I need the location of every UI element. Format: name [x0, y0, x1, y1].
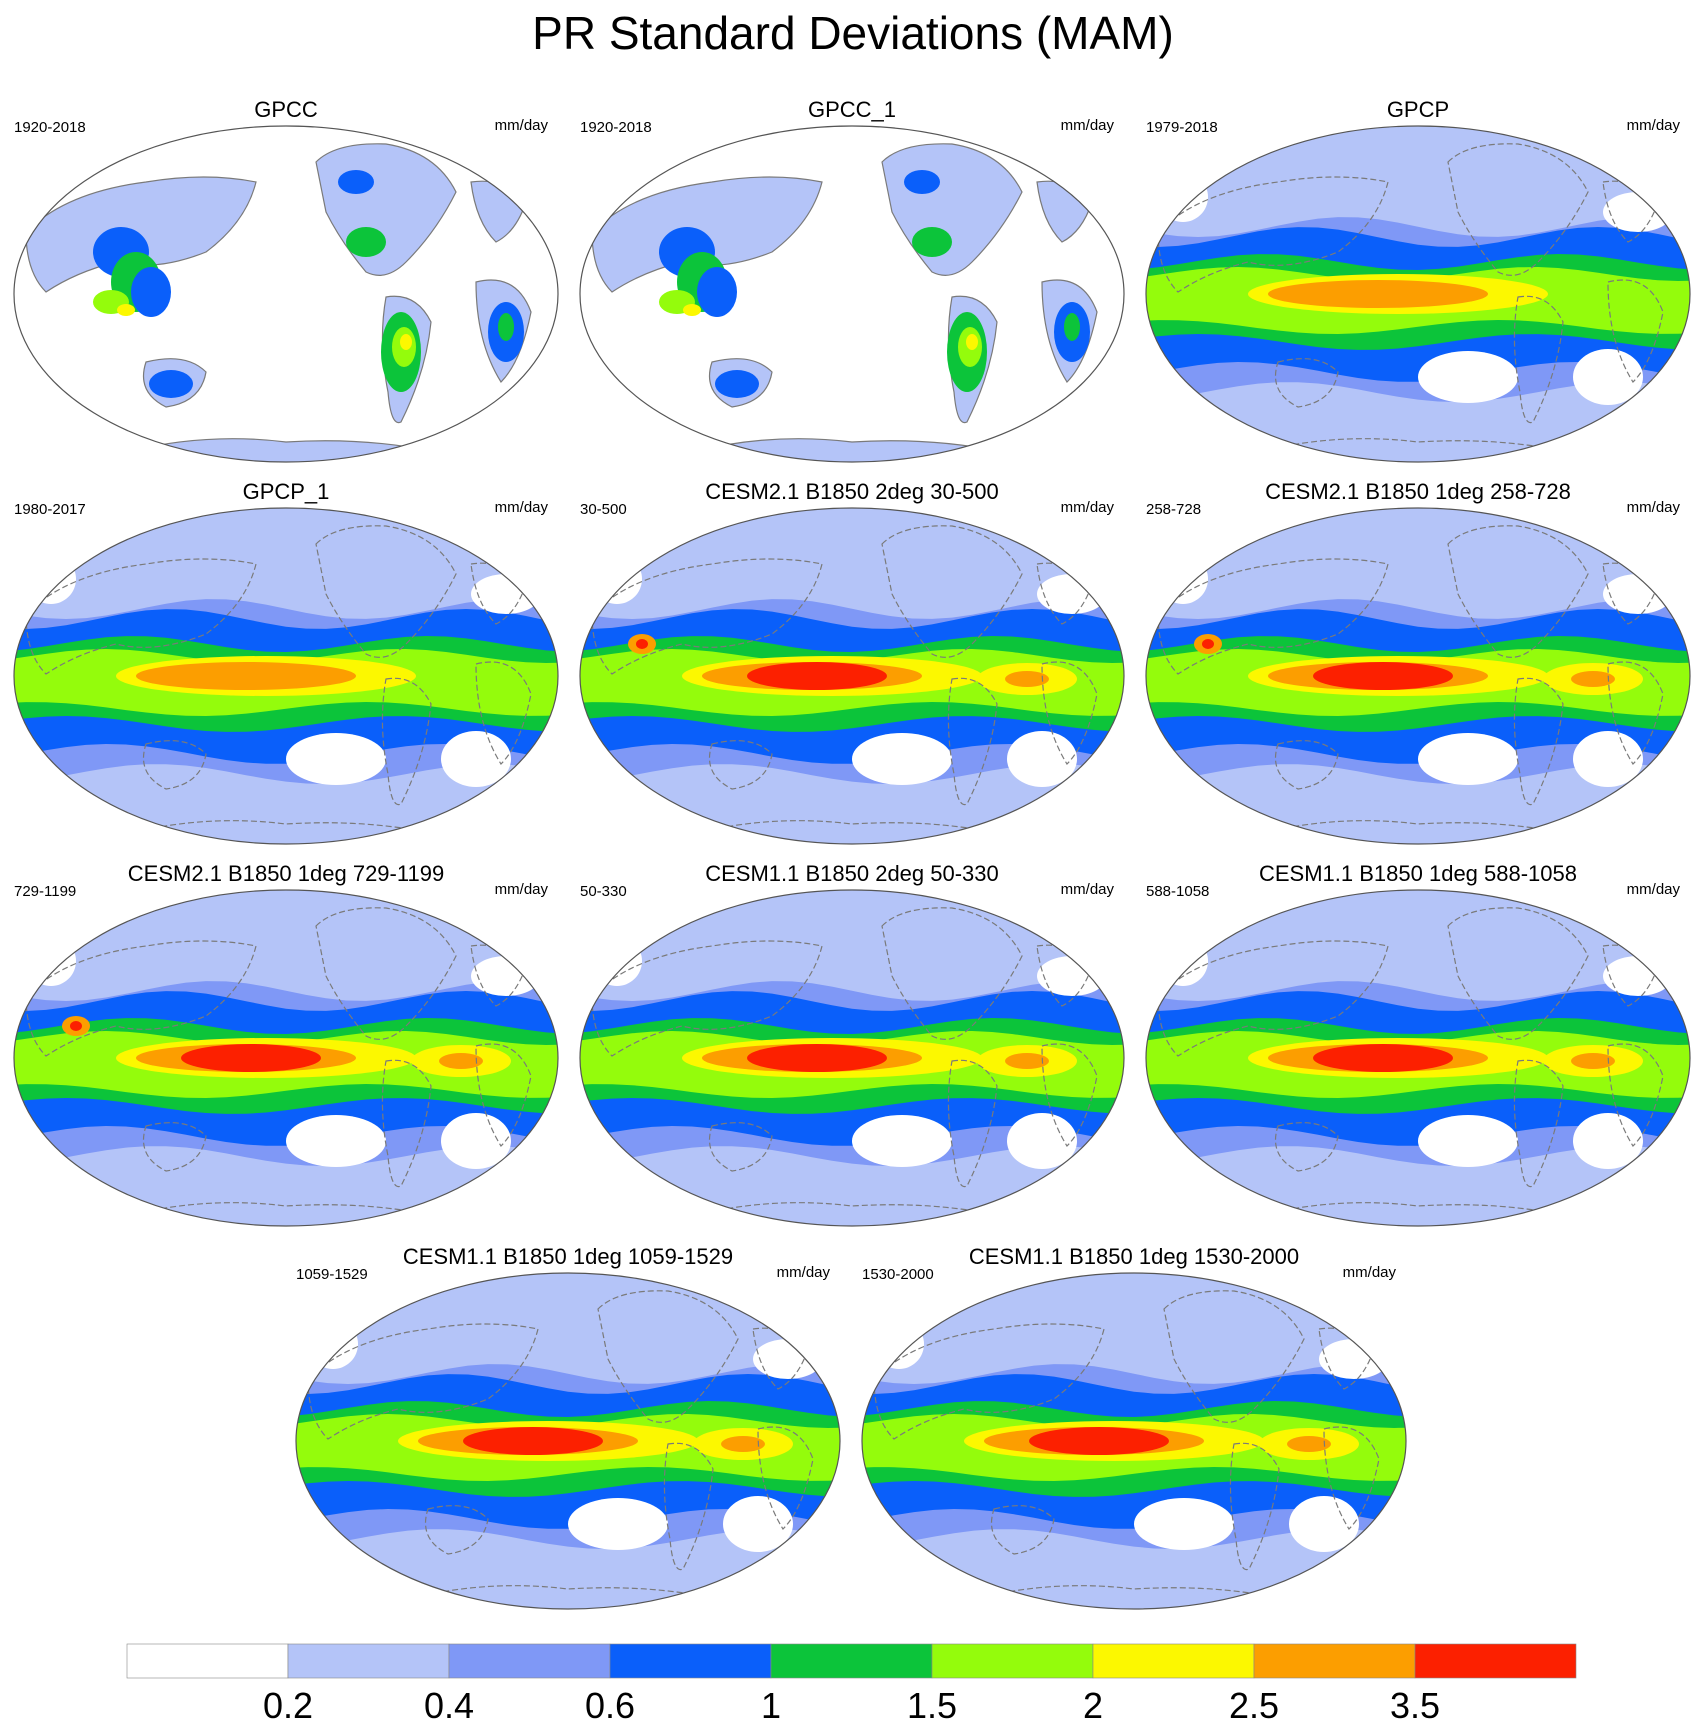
panel-title: CESM2.1 B1850 1deg 729-1199	[127, 861, 445, 886]
colorbar-label: 2	[1083, 1685, 1103, 1726]
panel-period: 258-728	[1146, 501, 1202, 518]
panel-period: 1920-2018	[14, 119, 86, 136]
panel-units: mm/day	[1342, 1264, 1396, 1281]
figure-title: PR Standard Deviations (MAM)	[532, 7, 1174, 59]
panel-title: CESM1.1 B1850 1deg 1059-1529	[402, 1244, 734, 1269]
panel-period: 1530-2000	[862, 1266, 934, 1283]
panel-title: CESM2.1 B1850 1deg 258-728	[1265, 479, 1571, 504]
panel-units: mm/day	[1626, 881, 1680, 898]
map-image	[295, 1272, 841, 1610]
colorbar-swatch	[1253, 1643, 1416, 1679]
panel-title: GPCP_1	[242, 479, 330, 504]
panel-title: CESM1.1 B1850 1deg 1530-2000	[968, 1244, 1300, 1269]
panel-title: CESM1.1 B1850 2deg 50-330	[705, 861, 999, 886]
colorbar-label: 0.4	[424, 1685, 474, 1726]
colorbar-label: 1	[761, 1685, 781, 1726]
map-panel: GPCC_1 1920-2018 mm/day	[572, 96, 1132, 476]
map-panel: CESM1.1 B1850 1deg 588-1058 588-1058 mm/da…	[1138, 860, 1698, 1240]
map-panel: GPCC 1920-2018 mm/day	[6, 96, 566, 476]
map-image	[579, 125, 1125, 463]
map-panel: GPCP_1 1980-2017 mm/day	[6, 478, 566, 858]
panel-period: 729-1199	[14, 883, 77, 900]
panel-units: mm/day	[494, 881, 548, 898]
panel-title: GPCC_1	[807, 97, 897, 122]
map-panel: GPCP 1979-2018 mm/day	[1138, 96, 1698, 476]
panel-units: mm/day	[1060, 499, 1114, 516]
panel-period: 1980-2017	[14, 501, 86, 518]
colorbar-label: 1.5	[907, 1685, 957, 1726]
colorbar-label: 2.5	[1229, 1685, 1279, 1726]
map-panel: CESM1.1 B1850 2deg 50-330 50-330 mm/day	[572, 860, 1132, 1240]
map-panel: CESM2.1 B1850 1deg 258-728 258-728 mm/day	[1138, 478, 1698, 858]
colorbar-label: 3.5	[1390, 1685, 1440, 1726]
panel-units: mm/day	[1060, 117, 1114, 134]
map-image	[13, 507, 559, 845]
colorbar-swatch	[287, 1643, 450, 1679]
colorbar-swatch	[770, 1643, 933, 1679]
panel-period: 1979-2018	[1146, 119, 1218, 136]
map-image	[579, 507, 1125, 845]
colorbar-swatch	[609, 1643, 772, 1679]
map-panel: CESM2.1 B1850 1deg 729-1199 729-1199 mm/da…	[6, 860, 566, 1240]
map-image	[579, 889, 1125, 1227]
panel-units: mm/day	[776, 1264, 830, 1281]
map-image	[13, 125, 559, 463]
colorbar: 0.2 0.4 0.6 1 1.5 2 2.5 3.5	[0, 1630, 1706, 1727]
panel-period: 30-500	[580, 501, 627, 518]
panel-title: CESM2.1 B1850 2deg 30-500	[705, 479, 999, 504]
map-panel: CESM1.1 B1850 1deg 1530-2000 1530-2000 mm/…	[854, 1243, 1414, 1623]
map-panel: CESM1.1 B1850 1deg 1059-1529 1059-1529 mm/…	[288, 1243, 848, 1623]
map-image	[1145, 507, 1691, 845]
map-panel: CESM2.1 B1850 2deg 30-500 30-500 mm/day	[572, 478, 1132, 858]
panel-title: GPCC	[254, 97, 318, 122]
panel-units: mm/day	[1626, 499, 1680, 516]
panel-period: 588-1058	[1146, 883, 1210, 900]
panel-title: CESM1.1 B1850 1deg 588-1058	[1258, 861, 1577, 886]
colorbar-swatch	[448, 1643, 611, 1679]
panel-units: mm/day	[1626, 117, 1680, 134]
map-image	[13, 889, 559, 1227]
map-image	[861, 1272, 1407, 1610]
panel-period: 1059-1529	[296, 1266, 368, 1283]
panel-units: mm/day	[494, 499, 548, 516]
colorbar-label: 0.2	[263, 1685, 313, 1726]
colorbar-swatch	[126, 1643, 289, 1679]
panel-period: 50-330	[580, 883, 627, 900]
colorbar-swatch	[1414, 1643, 1577, 1679]
panel-units: mm/day	[1060, 881, 1114, 898]
map-image	[1145, 125, 1691, 463]
panel-title: GPCP	[1386, 97, 1450, 122]
colorbar-label: 0.6	[585, 1685, 635, 1726]
colorbar-swatch	[931, 1643, 1094, 1679]
map-image	[1145, 889, 1691, 1227]
panel-period: 1920-2018	[580, 119, 652, 136]
panel-units: mm/day	[494, 117, 548, 134]
colorbar-swatch	[1092, 1643, 1255, 1679]
